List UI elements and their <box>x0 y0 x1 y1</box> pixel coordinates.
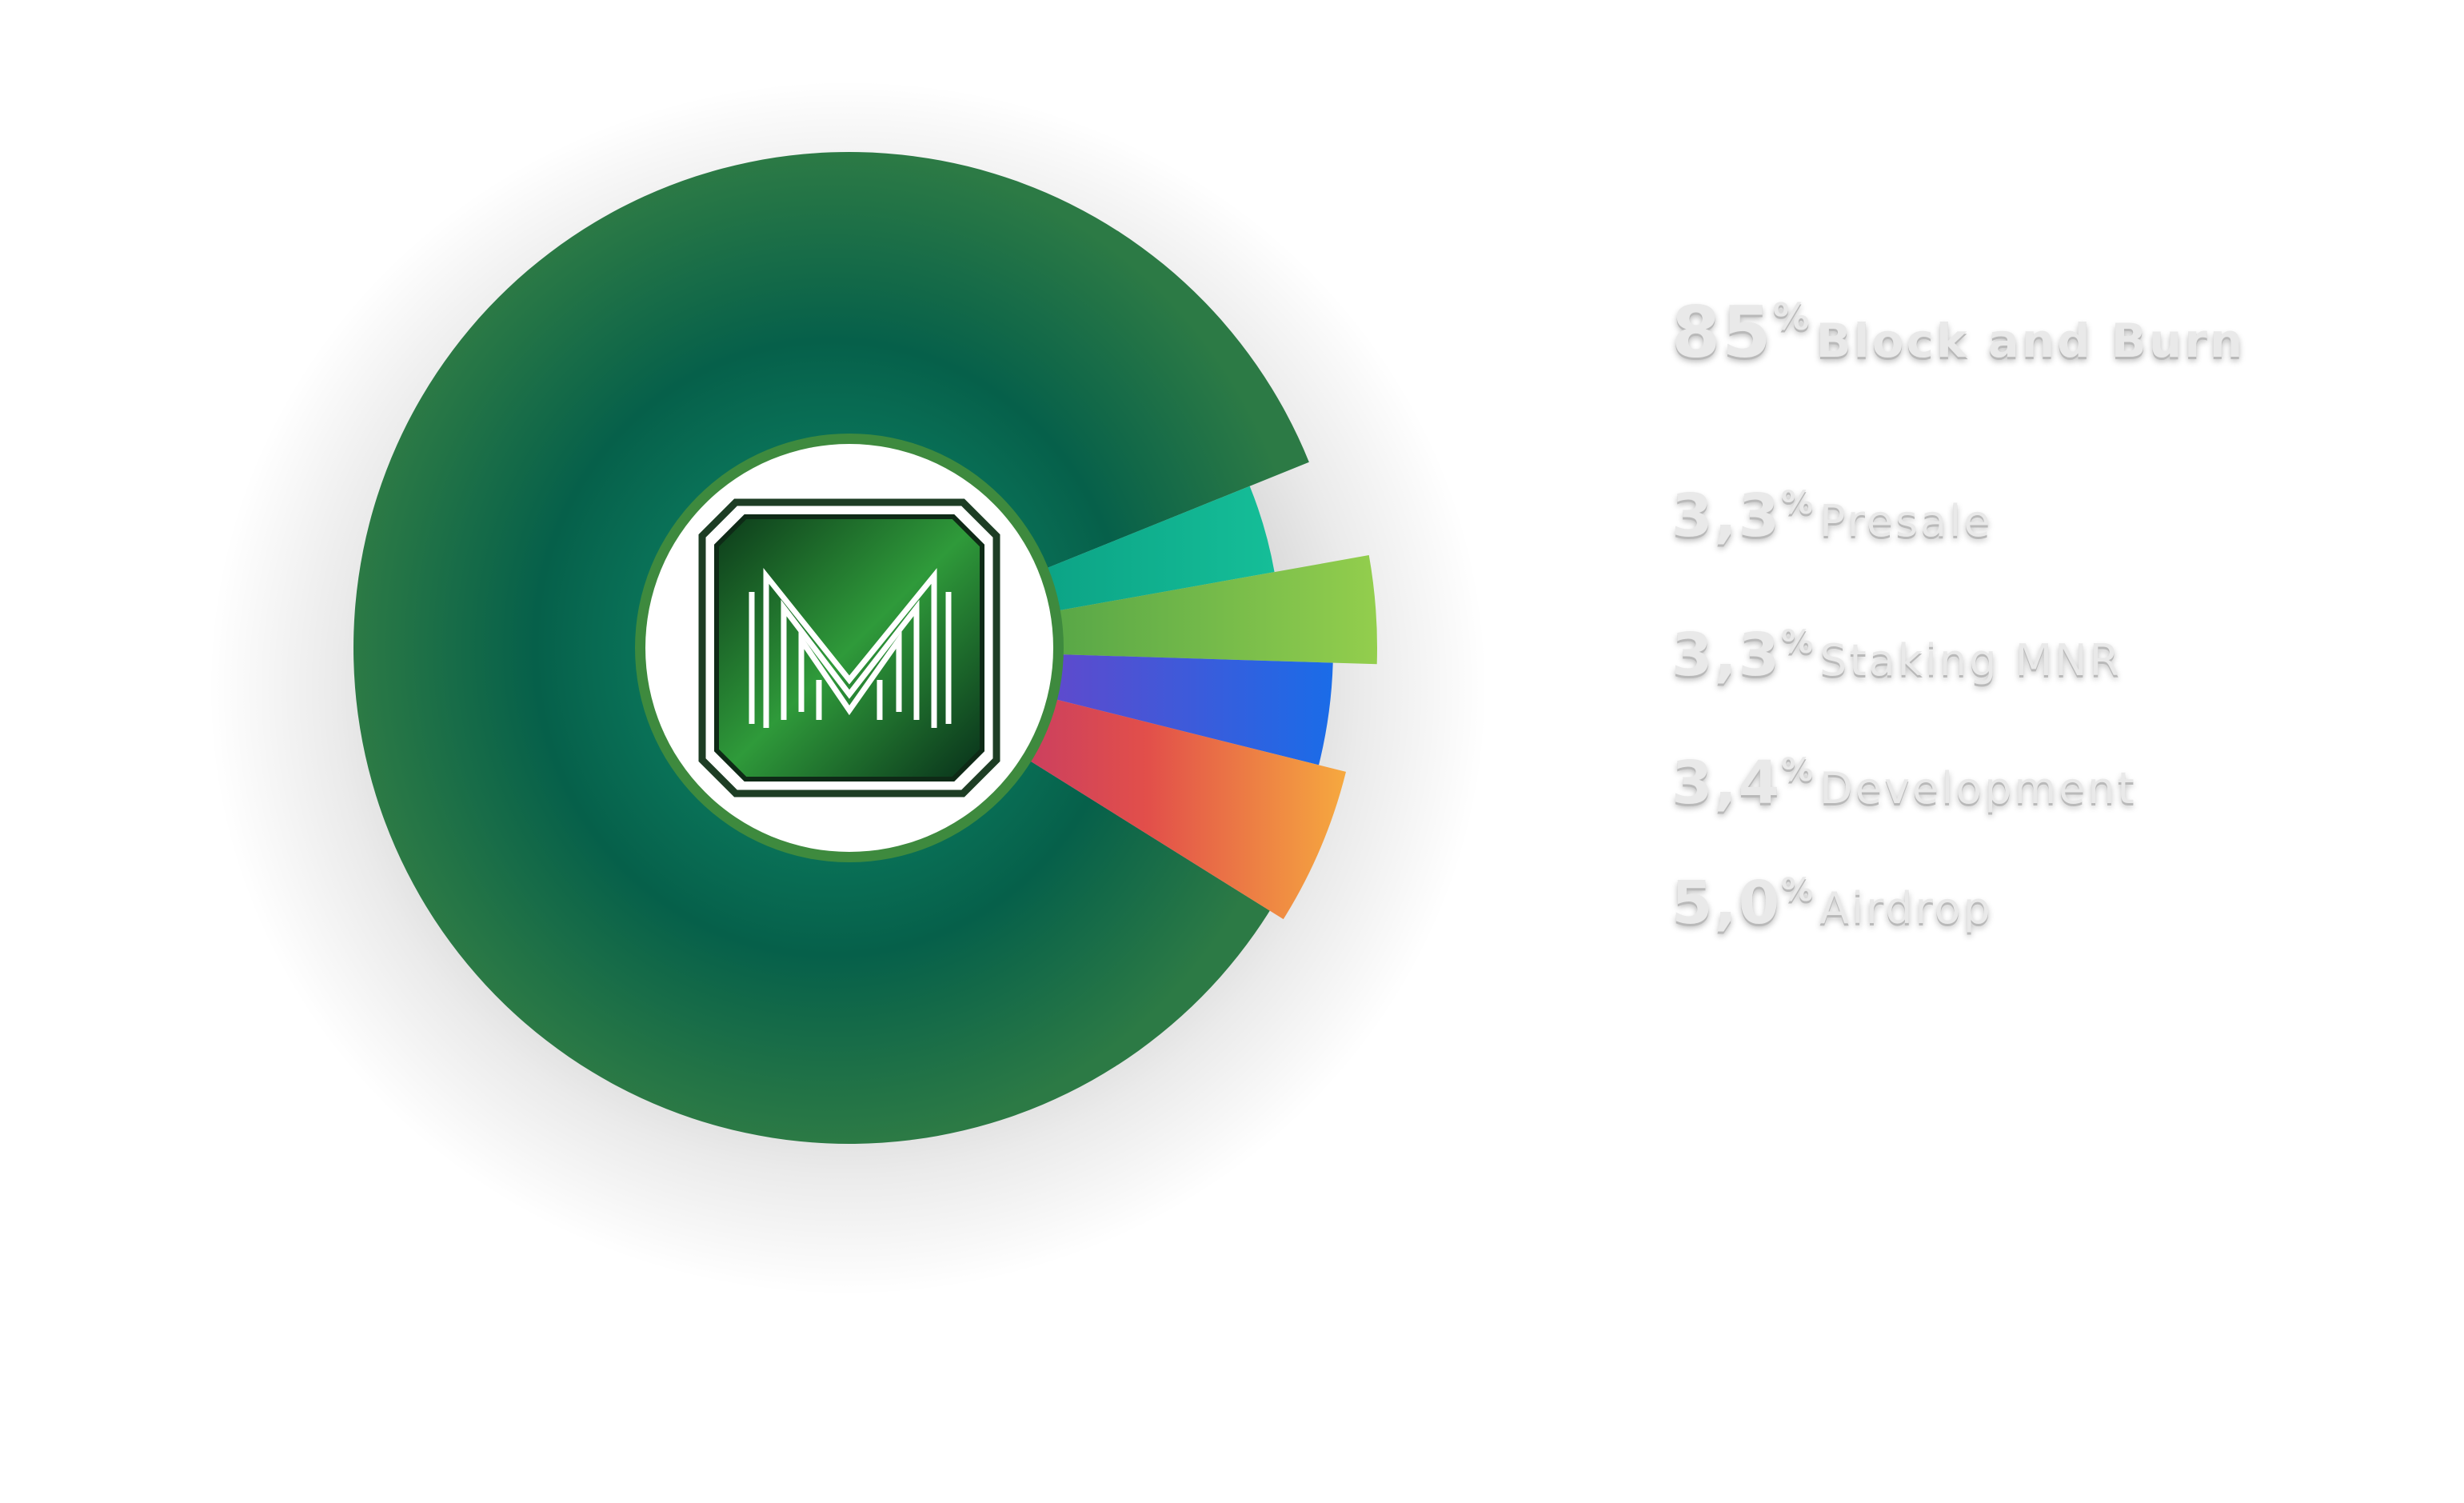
slice-airdrop <box>984 686 1346 920</box>
leader-lines <box>1280 330 1631 901</box>
legend-label: Block and Burn <box>1815 314 2246 368</box>
slice-block-and-burn <box>353 151 1309 1144</box>
legend-value: 3,3 <box>1671 621 1782 690</box>
legend-value: 3,3 <box>1671 482 1782 550</box>
percent-sign: % <box>1781 485 1814 522</box>
legend-label: Airdrop <box>1819 883 1993 933</box>
legend-value: 5,0 <box>1671 869 1782 937</box>
legend-value: 3,4 <box>1671 749 1782 817</box>
slice-presale <box>997 486 1275 620</box>
slices-layer <box>353 151 1377 1144</box>
legend-label: Staking MNR <box>1819 635 2123 686</box>
legend-label: Presale <box>1819 496 1993 546</box>
legend-value: 85 <box>1671 291 1773 374</box>
legend-item-airdrop: 5,0% Airdrop <box>1671 873 1993 933</box>
slice-development <box>1004 653 1333 765</box>
center-logo <box>635 434 1064 862</box>
legend-item-staking-mnr: 3,3% Staking MNR <box>1671 626 2122 685</box>
percent-sign: % <box>1781 752 1814 789</box>
legend-item-block-and-burn: 85% Block and Burn <box>1671 298 2245 368</box>
m-logo-icon <box>698 498 1000 797</box>
percent-sign: % <box>1772 295 1810 338</box>
slice-staking-mnr <box>1006 555 1377 665</box>
legend-label: Development <box>1819 763 2137 813</box>
legend-item-presale: 3,3% Presale <box>1671 486 1992 546</box>
percent-sign: % <box>1781 872 1814 909</box>
percent-sign: % <box>1781 624 1814 661</box>
legend-item-development: 3,4% Development <box>1671 753 2137 813</box>
